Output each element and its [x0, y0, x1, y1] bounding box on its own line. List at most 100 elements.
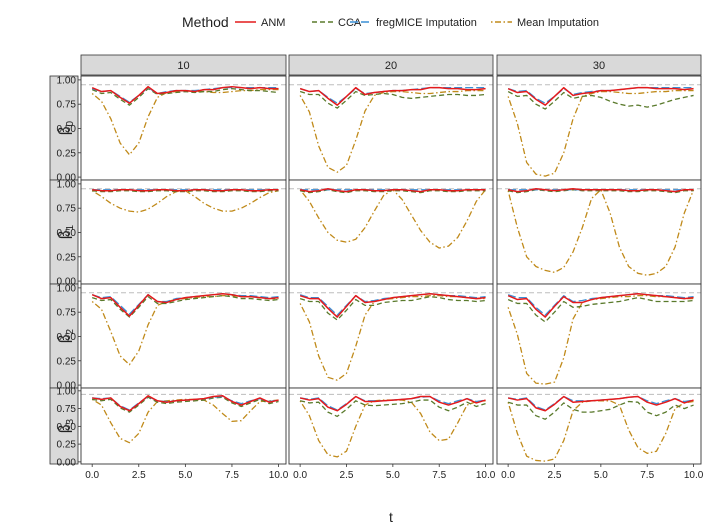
row-strip-1 [49, 75, 79, 181]
x-tick-label: 7.5 [432, 470, 446, 481]
legend-entry-mean: Mean Imputation [491, 17, 599, 29]
series-line-anm [299, 188, 486, 193]
y-tick-label: 0.25 [57, 440, 77, 451]
x-tick-label: 0.0 [85, 470, 99, 481]
series-line-cca [92, 396, 279, 413]
x-tick-label: 5.0 [594, 470, 608, 481]
y-tick-label: 0.25 [57, 356, 77, 367]
x-tick-label: 5.0 [178, 470, 192, 481]
series-line-cca [91, 295, 279, 318]
y-tick-label: 0.75 [57, 100, 77, 111]
y-tick-label: 1.00 [57, 75, 77, 86]
series-line-anm [299, 292, 486, 318]
x-tick-label: 10.0 [269, 470, 289, 481]
series-group [507, 86, 694, 177]
panel-r4-c2: 0.0 2.5 5.0 7.5 10.0 [288, 387, 496, 481]
series-group [91, 292, 279, 366]
series-line-anm [91, 292, 279, 317]
y-tick-label: 0.00 [57, 173, 77, 184]
panel-background [289, 180, 493, 284]
series-line-anm [299, 86, 486, 106]
column-strip-label-1: 10 [177, 60, 189, 72]
x-tick-label: 10.0 [476, 470, 496, 481]
y-tick-label: 0.00 [57, 457, 77, 468]
y-tick-label: 0.25 [57, 252, 77, 263]
legend-label-anm: ANM [261, 17, 285, 29]
y-tick-label: 0.50 [57, 124, 77, 135]
legend-label-mean: Mean Imputation [517, 17, 599, 29]
series-line-anm [91, 85, 279, 104]
y-tick-label: 0.00 [57, 381, 77, 392]
panel-border [288, 387, 494, 465]
series-line-anm [507, 395, 694, 412]
panel-r1-c3 [496, 75, 702, 181]
x-tick-label: 0.0 [501, 470, 515, 481]
legend-entry-anm: ANM [235, 17, 285, 29]
series-line-anm [92, 188, 279, 192]
panel-r3-c3 [496, 283, 702, 389]
x-axis-label: t [389, 509, 393, 525]
series-group [507, 395, 694, 462]
x-tick-label: 10.0 [684, 470, 704, 481]
series-group [299, 86, 486, 173]
y-tick-label: 0.50 [57, 332, 77, 343]
column-strip-2 [288, 54, 494, 76]
series-line-anm [507, 292, 694, 318]
column-strip-3 [496, 54, 702, 76]
panel-r1-c2 [288, 75, 494, 181]
series-line-anm [507, 86, 694, 106]
y-tick-label: 1.00 [57, 386, 77, 397]
series-line-anm [299, 395, 486, 412]
y-tick-label: 0.00 [57, 277, 77, 288]
series-line-mean-imputation [299, 89, 486, 173]
series-line-cca [507, 296, 694, 323]
series-line-cca [507, 400, 694, 420]
series-group [91, 395, 279, 444]
y-tick-label: 0.75 [57, 204, 77, 215]
series-group [299, 395, 486, 458]
x-tick-label: 7.5 [225, 470, 239, 481]
panel-r2-c3 [496, 179, 702, 285]
y-tick-label: 0.50 [57, 422, 77, 433]
column-strip-label-2: 20 [385, 60, 397, 72]
legend-label-cca: CCA [338, 17, 362, 29]
panel-r3-c2 [288, 283, 494, 389]
panel-r2-c2 [288, 179, 494, 285]
row-strip-label-4: β3 [56, 418, 76, 433]
legend-entry-cca: CCA [312, 17, 362, 29]
y-tick-label: 0.75 [57, 308, 77, 319]
panel-r2-c1: 0.00 0.25 0.50 0.75 1.00 [57, 179, 287, 288]
y-tick-label: 0.50 [57, 228, 77, 239]
series-group [91, 85, 279, 156]
row-strip-2 [49, 179, 79, 285]
row-strip-label-3: β2 [56, 328, 76, 343]
series-group [299, 292, 486, 381]
x-tick-label: 5.0 [386, 470, 400, 481]
series-group [507, 292, 694, 385]
x-tick-label: 7.5 [640, 470, 654, 481]
panel-background [497, 76, 701, 180]
y-tick-label: 0.75 [57, 404, 77, 415]
column-strip-1 [80, 54, 287, 76]
panel-r4-c3: 0.0 2.5 5.0 7.5 10.0 [496, 387, 704, 481]
row-strip-label-2: β1 [56, 224, 76, 239]
legend-title: Method [182, 14, 229, 30]
series-line-anm [92, 395, 279, 412]
series-line-cca [91, 87, 279, 106]
legend-label-fregmice: fregMICE Imputation [376, 17, 477, 29]
series-line-cca [299, 295, 486, 321]
y-tick-label: 1.00 [57, 179, 77, 190]
series-line-cca [507, 189, 694, 194]
series-group [507, 188, 695, 276]
row-strip-label-1: β0 [56, 120, 76, 135]
x-tick-label: 2.5 [340, 470, 354, 481]
x-tick-label: 2.5 [548, 470, 562, 481]
panel-r1-c1: 0.00 0.25 0.50 0.75 1.00 [57, 75, 287, 184]
row-strips: β0 β1 β2 β3 [49, 75, 79, 465]
series-group [91, 188, 279, 213]
panel-r3-c1: 0.00 0.25 0.50 0.75 1.00 [57, 283, 287, 392]
series-line-mean-imputation [91, 88, 279, 156]
series-line-cca [299, 399, 486, 418]
panels: 0.000.250.500.751.000.000.250.500.751.00… [57, 75, 704, 481]
